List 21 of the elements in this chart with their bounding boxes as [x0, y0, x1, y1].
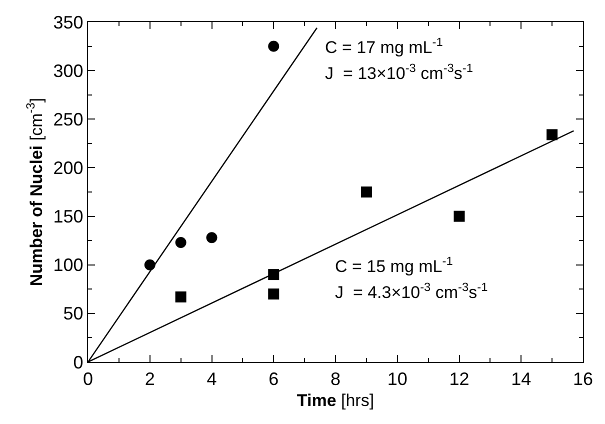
y-tick-label: 150	[53, 206, 84, 227]
x-tick-label: 2	[144, 368, 155, 389]
x-tick-label: 6	[268, 368, 279, 389]
x-tick-label: 14	[511, 368, 532, 389]
y-tick-label: 50	[63, 304, 84, 324]
y-tick-label: 300	[53, 60, 84, 81]
x-tick-label: 16	[572, 368, 594, 389]
y-tick-label: 0	[73, 352, 84, 372]
x-tick-label: 8	[330, 368, 341, 389]
annotation: J = 13×10$^{-3}$ cm$^{-3}$s$^{-1}$	[325, 61, 474, 84]
y-tick-label: 250	[53, 109, 84, 130]
y-tick-label: 350	[53, 12, 84, 32]
x-axis-title: Time [hrs]	[296, 391, 374, 410]
annotation: C = 17 mg mL$^{-1}$	[325, 35, 444, 58]
annotation: J = 4.3×10$^{-3}$ cm$^{-3}$s$^{-1}$	[335, 280, 488, 302]
x-tick-label: 12	[449, 368, 470, 389]
x-tick-label: 10	[387, 368, 408, 389]
y-tick-label: 200	[53, 158, 84, 178]
x-tick-label: 4	[206, 368, 217, 389]
annotation: C = 15 mg mL$^{-1}$	[335, 254, 454, 276]
y-tick-label: 100	[53, 255, 84, 276]
